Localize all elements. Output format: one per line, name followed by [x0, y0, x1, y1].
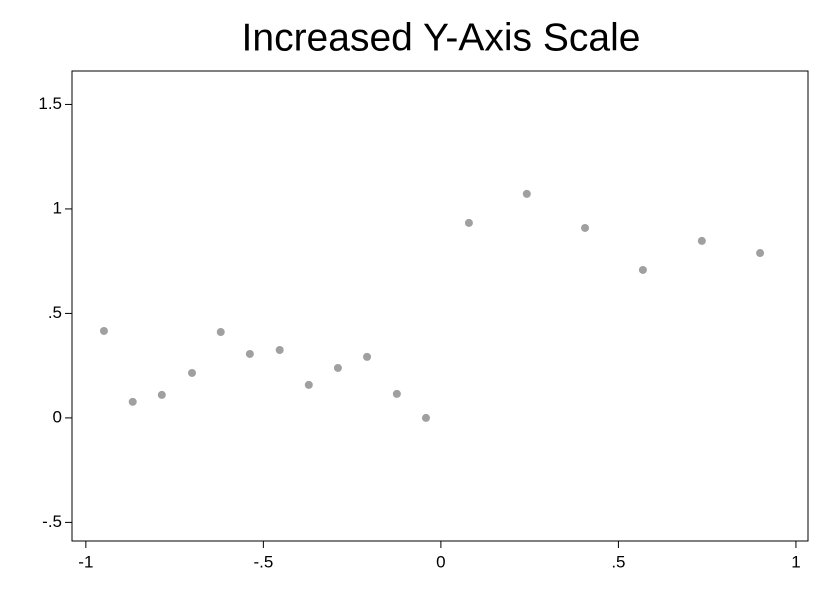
- point: [275, 345, 284, 354]
- point: [697, 236, 706, 245]
- point: [464, 218, 473, 227]
- point: [304, 380, 313, 389]
- point: [333, 363, 342, 372]
- x-tick-label: -1: [78, 552, 93, 571]
- x-tick-label: 1: [791, 552, 800, 571]
- y-tick-label: .5: [48, 303, 62, 322]
- point: [363, 352, 372, 361]
- point: [638, 265, 647, 274]
- chart-title: Increased Y-Axis Scale: [242, 16, 641, 59]
- point: [188, 368, 197, 377]
- point: [216, 328, 225, 337]
- point: [99, 326, 108, 335]
- y-tick-label: -.5: [42, 512, 62, 531]
- point: [128, 397, 137, 406]
- x-tick-label: -.5: [253, 552, 273, 571]
- x-tick-label: .5: [611, 552, 625, 571]
- plot-frame: [71, 70, 809, 542]
- point: [522, 189, 531, 198]
- y-tick-label: 1.5: [38, 94, 62, 113]
- x-tick-label: 0: [436, 552, 445, 571]
- y-tick-label: 1: [53, 198, 62, 217]
- point: [756, 249, 765, 258]
- y-tick-label: 0: [53, 407, 62, 426]
- point: [157, 390, 166, 399]
- point: [581, 223, 590, 232]
- point: [245, 349, 254, 358]
- point: [421, 413, 430, 422]
- point: [392, 389, 401, 398]
